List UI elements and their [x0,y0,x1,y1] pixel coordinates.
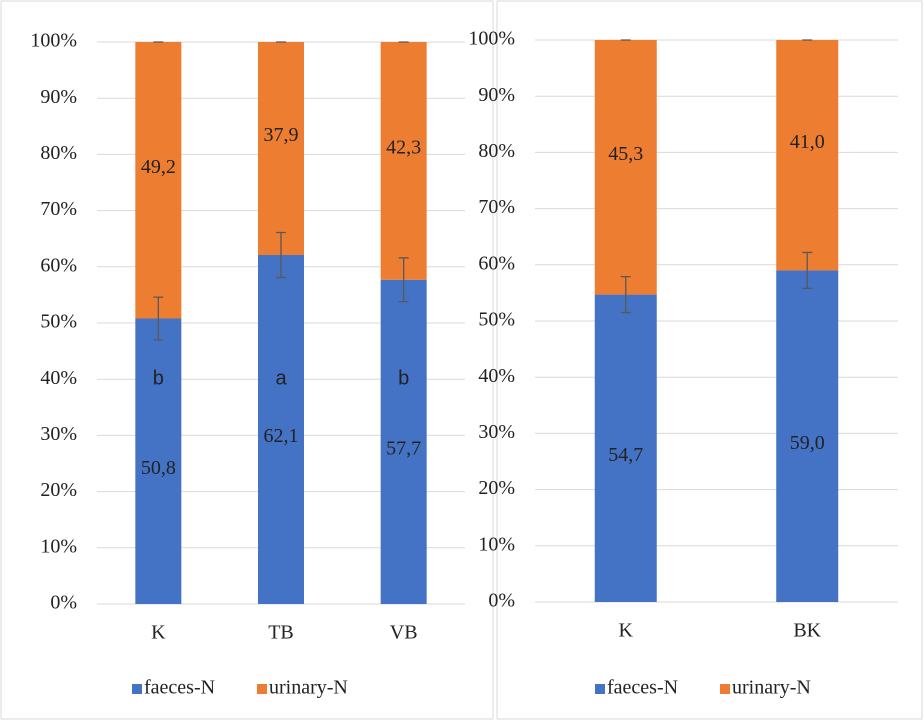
legend-swatch [257,684,267,694]
value-label: 49,2 [141,156,176,178]
y-tick-label: 70% [40,198,77,220]
y-tick-label: 90% [478,84,515,106]
error-bar [276,231,286,279]
y-tick-label: 50% [40,311,77,333]
value-label: 41,0 [790,131,825,153]
y-tick-label: 30% [478,421,515,443]
x-tick-label: K [151,622,166,644]
legend-swatch [720,684,730,694]
bar-segment [135,42,182,319]
legend-swatch [595,684,605,694]
x-tick-label: VB [390,622,418,644]
x-tick-label: TB [268,622,294,644]
value-label: 59,0 [790,432,825,454]
value-label: 45,3 [608,143,643,165]
y-tick-label: 50% [478,309,515,331]
y-tick-label: 70% [478,196,515,218]
value-label: 57,7 [386,437,421,459]
value-label: 42,3 [386,136,421,158]
y-tick-label: 0% [488,590,515,612]
y-tick-label: 40% [40,367,77,389]
legend-label: urinary-N [732,677,811,699]
error-bar [398,257,409,303]
y-tick-label: 10% [478,533,515,555]
y-tick-label: 0% [50,592,77,614]
panel-border [0,0,494,720]
y-tick-label: 90% [40,86,77,108]
bar-segment [776,270,839,602]
value-label: 62,1 [264,425,299,447]
y-tick-label: 30% [40,423,77,445]
bar-segment [380,42,427,280]
significance-label: b [153,367,164,389]
significance-label: b [398,367,409,389]
y-tick-label: 80% [40,142,77,164]
y-tick-label: 10% [40,535,77,557]
panel-border [496,0,923,720]
bar-segment [258,42,304,255]
y-tick-label: 20% [478,477,515,499]
bar-segment [380,279,427,604]
legend-label: faeces-N [144,677,215,699]
y-tick-label: 60% [40,254,77,276]
error-bar [802,251,813,290]
error-bar [153,296,164,341]
error-bar [620,275,631,314]
value-label: 54,7 [608,444,643,466]
value-label: 50,8 [141,457,176,479]
y-tick-label: 80% [478,140,515,162]
legend-label: urinary-N [269,677,348,699]
y-tick-label: 100% [30,30,77,52]
legend-label: faeces-N [607,677,678,699]
bar-segment [135,318,182,604]
bar-segment [258,254,304,605]
y-tick-label: 100% [468,28,515,50]
significance-label: a [275,367,287,389]
x-tick-label: BK [793,620,821,642]
legend-swatch [132,684,142,694]
bar-segment [594,40,657,295]
value-label: 37,9 [264,124,299,146]
x-tick-label: K [619,620,634,642]
y-tick-label: 40% [478,365,515,387]
y-tick-label: 60% [478,252,515,274]
bar-segment [594,294,657,602]
y-tick-label: 20% [40,479,77,501]
bar-segment [776,40,839,271]
